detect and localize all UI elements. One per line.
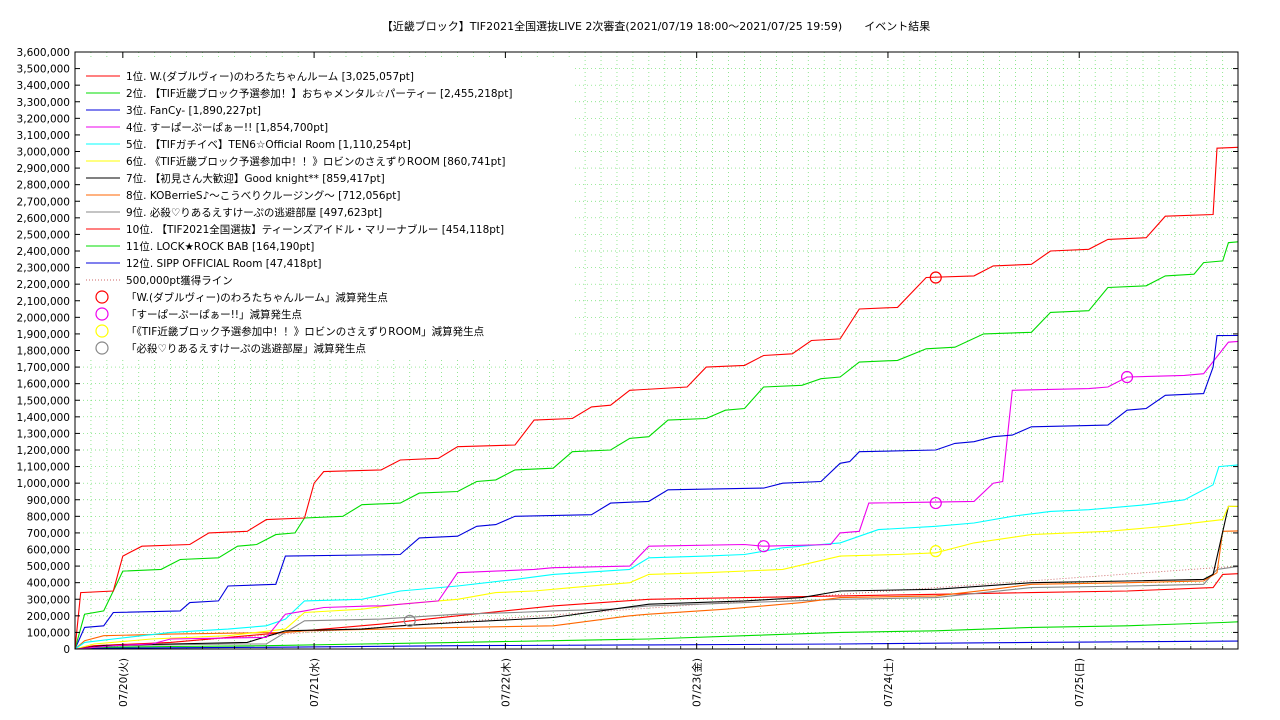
marker-point-2 xyxy=(757,540,770,553)
legend-label-11: 11位. LOCK★ROCK BAB [164,190pt] xyxy=(126,240,314,253)
y-tick-label: 3,300,000 xyxy=(17,97,70,109)
y-tick-label: 2,000,000 xyxy=(17,312,70,324)
y-tick-label: 2,700,000 xyxy=(17,196,70,208)
y-tick-label: 1,300,000 xyxy=(17,428,70,440)
x-tick-label: 07/24(土) xyxy=(882,658,895,707)
legend-label-9: 9位. 必殺♡りあるえすけーぷの逃避部屋 [497,623pt] xyxy=(126,206,382,219)
y-tick-label: 900,000 xyxy=(27,495,70,507)
legend-label-5: 5位. 【TIFガチイベ】TEN6☆Official Room [1,110,2… xyxy=(126,138,411,151)
x-tick-label: 07/23(金) xyxy=(691,658,704,707)
legend-marker-label-3: 「《TIF近畿ブロック予選参加中！！》ロビンのさえずりROOM」減算発生点 xyxy=(126,325,484,338)
y-tick-label: 1,500,000 xyxy=(17,395,70,407)
y-tick-label: 200,000 xyxy=(27,611,70,623)
x-tick-label: 07/22(木) xyxy=(500,658,512,707)
legend-marker-label-4: 「必殺♡りあるえすけーぷの逃避部屋」減算発生点 xyxy=(126,342,366,355)
legend-marker-1 xyxy=(95,290,109,304)
legend-box xyxy=(80,60,572,360)
y-tick-label: 3,100,000 xyxy=(17,130,70,142)
y-tick-label: 2,200,000 xyxy=(17,279,70,291)
legend-label-4: 4位. すーぱーぷーぱぁー!! [1,854,700pt] xyxy=(126,121,328,134)
series-line-6 xyxy=(74,505,1239,650)
y-tick-label: 2,300,000 xyxy=(17,263,70,275)
x-tick-label: 07/21(水) xyxy=(309,658,321,707)
y-tick-label: 500,000 xyxy=(27,561,70,573)
legend-marker-label-2: 「すーぱーぷーぱぁー!!」減算発生点 xyxy=(126,308,302,321)
series-line-13 xyxy=(74,565,1239,650)
y-tick-label: 2,800,000 xyxy=(17,180,70,192)
marker-point-2 xyxy=(929,496,942,510)
marker-point-3 xyxy=(929,545,942,558)
y-tick-label: 3,400,000 xyxy=(17,80,70,92)
y-tick-label: 2,600,000 xyxy=(17,213,70,225)
legend-label-10: 10位. 【TIF2021全国選抜】ティーンズアイドル・マリーナブルー [454… xyxy=(126,223,504,236)
y-tick-label: 1,000,000 xyxy=(17,478,70,490)
y-tick-label: 2,500,000 xyxy=(17,229,70,241)
series-line-5 xyxy=(74,464,1239,650)
y-tick-label: 2,400,000 xyxy=(17,246,70,258)
marker-layer xyxy=(403,271,1134,627)
y-tick-label: 1,800,000 xyxy=(17,346,70,358)
y-tick-label: 1,400,000 xyxy=(17,412,70,424)
y-tick-label: 0 xyxy=(63,644,70,656)
y-tick-label: 600,000 xyxy=(27,545,70,557)
y-tick-label: 3,000,000 xyxy=(17,147,70,159)
legend-marker-label-1: 「W.(ダブルヴィー)のわろたちゃんルーム」減算発生点 xyxy=(126,291,388,304)
y-tick-label: 800,000 xyxy=(27,511,70,523)
x-tick-label: 07/25(日) xyxy=(1074,658,1086,707)
y-tick-label: 700,000 xyxy=(27,528,70,540)
legend: 1位. W.(ダブルヴィー)のわろたちゃんルーム [3,025,057pt] 2位… xyxy=(80,60,572,360)
legend-label-7: 7位. 【初見さん大歓迎】Good knight** [859,417pt] xyxy=(126,172,385,185)
legend-label-6: 6位. 《TIF近畿ブロック予選参加中！！》ロビンのさえずりROOM [860,… xyxy=(126,155,506,168)
y-tick-label: 1,100,000 xyxy=(17,462,70,474)
marker-point-2 xyxy=(1120,370,1134,384)
marker-point-1 xyxy=(929,271,942,284)
series-line-10 xyxy=(74,573,1239,650)
marker-point-4 xyxy=(403,614,416,627)
y-tick-label: 2,900,000 xyxy=(17,163,70,175)
legend-label-8: 8位. KOBerrieS♪〜こうべりクルージング〜 [712,056pt] xyxy=(126,189,401,202)
legend-label-13: 500,000pt獲得ライン xyxy=(126,274,233,287)
legend-marker-3 xyxy=(95,324,109,338)
y-tick-label: 3,500,000 xyxy=(17,64,70,76)
y-tick-label: 2,100,000 xyxy=(17,296,70,308)
legend-label-12: 12位. SIPP OFFICIAL Room [47,418pt] xyxy=(126,257,322,270)
series-line-2 xyxy=(74,241,1239,650)
legend-label-2: 2位. 【TIF近畿ブロック予選参加！】おちゃメンタル☆パーティー [2,455… xyxy=(126,87,512,100)
y-tick-label: 1,200,000 xyxy=(17,445,70,457)
y-tick-label: 400,000 xyxy=(27,578,70,590)
series-line-3 xyxy=(74,334,1239,650)
y-tick-label: 1,900,000 xyxy=(17,329,70,341)
y-tick-label: 3,600,000 xyxy=(17,47,70,59)
legend-marker-4 xyxy=(95,341,109,355)
axes: 0 100,000 200,000 300,000 400,000 500,000 600,… xyxy=(17,47,1238,707)
y-tick-label: 1,700,000 xyxy=(17,362,70,374)
chart-title: 【近畿ブロック】TIF2021全国選抜LIVE 2次審査(2021/07/19 … xyxy=(382,19,930,33)
series-line-1 xyxy=(74,146,1239,650)
series-line-4 xyxy=(74,340,1239,650)
y-tick-label: 300,000 xyxy=(27,594,70,606)
legend-label-1: 1位. W.(ダブルヴィー)のわろたちゃんルーム [3,025,057pt] xyxy=(126,70,414,83)
series-line-7 xyxy=(74,505,1239,650)
legend-label-3: 3位. FanCy- [1,890,227pt] xyxy=(126,104,261,117)
y-tick-label: 100,000 xyxy=(27,627,70,639)
y-tick-label: 1,600,000 xyxy=(17,379,70,391)
x-tick-label: 07/20(火) xyxy=(118,658,130,707)
legend-marker-2 xyxy=(95,307,109,321)
y-tick-label: 3,200,000 xyxy=(17,113,70,125)
series-line-8 xyxy=(74,530,1239,650)
series-layer xyxy=(74,146,1239,650)
